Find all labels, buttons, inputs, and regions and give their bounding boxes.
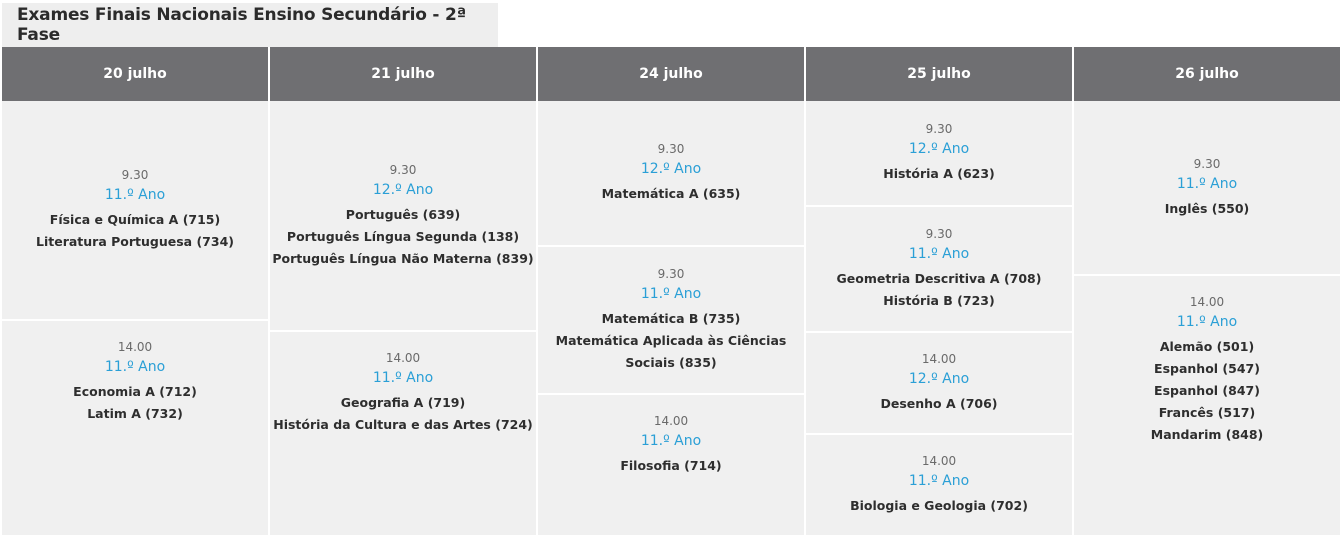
- exam-year: 12.º Ano: [908, 371, 970, 387]
- exam-subject: História B (723): [883, 293, 995, 308]
- day-header: 25 julho: [806, 47, 1072, 101]
- exam-slot: 14.00 12.º Ano Desenho A (706): [806, 331, 1072, 433]
- exam-year: 11.º Ano: [640, 433, 702, 449]
- exam-slot: 9.30 11.º Ano Matemática B (735) Matemát…: [538, 245, 804, 393]
- day-header: 20 julho: [2, 47, 268, 101]
- exam-subject: Espanhol (847): [1154, 383, 1260, 398]
- schedule-title-tab: Exames Finais Nacionais Ensino Secundári…: [2, 3, 498, 47]
- exam-year: 11.º Ano: [104, 359, 166, 375]
- exam-slot: 14.00 11.º Ano Biologia e Geologia (702): [806, 433, 1072, 535]
- exam-slot: 9.30 11.º Ano Física e Química A (715) L…: [2, 101, 268, 319]
- exam-time: 14.00: [921, 454, 957, 468]
- exam-time: 9.30: [925, 227, 953, 241]
- exam-slot: 14.00 11.º Ano Alemão (501) Espanhol (54…: [1074, 274, 1340, 535]
- exam-subject: Alemão (501): [1159, 339, 1255, 354]
- day-header: 21 julho: [270, 47, 536, 101]
- exam-subject: Filosofia (714): [620, 458, 722, 473]
- exam-time: 14.00: [921, 352, 957, 366]
- exam-year: 12.º Ano: [908, 141, 970, 157]
- exam-subject: Português Língua Não Materna (839): [272, 250, 534, 266]
- exam-time: 9.30: [121, 168, 149, 182]
- exam-time: 9.30: [925, 122, 953, 136]
- day-column-24-julho: 24 julho 9.30 12.º Ano Matemática A (635…: [536, 47, 804, 535]
- exam-subject: Economia A (712): [73, 384, 197, 399]
- day-header: 26 julho: [1074, 47, 1340, 101]
- day-slots: 9.30 12.º Ano Português (639) Português …: [270, 101, 536, 535]
- exam-subject: Francês (517): [1158, 405, 1256, 420]
- exam-time: 9.30: [389, 162, 417, 177]
- exam-subject: Literatura Portuguesa (734): [36, 234, 234, 249]
- exam-time: 14.00: [653, 414, 689, 428]
- exam-time: 9.30: [1193, 156, 1221, 171]
- day-slots: 9.30 12.º Ano Matemática A (635) 9.30 11…: [538, 101, 804, 535]
- exam-slot: 9.30 11.º Ano Inglês (550): [1074, 101, 1340, 274]
- exam-time: 9.30: [657, 267, 685, 281]
- day-column-20-julho: 20 julho 9.30 11.º Ano Física e Química …: [2, 47, 268, 535]
- exam-subject: Matemática A (635): [601, 186, 741, 201]
- day-header: 24 julho: [538, 47, 804, 101]
- exam-time: 14.00: [1189, 295, 1225, 309]
- exam-slot: 9.30 11.º Ano Geometria Descritiva A (70…: [806, 205, 1072, 331]
- day-column-25-julho: 25 julho 9.30 12.º Ano História A (623) …: [804, 47, 1072, 535]
- day-column-26-julho: 26 julho 9.30 11.º Ano Inglês (550) 14.0…: [1072, 47, 1340, 535]
- exam-subject: Português Língua Segunda (138): [286, 228, 520, 244]
- exam-slot: 9.30 12.º Ano Matemática A (635): [538, 101, 804, 245]
- exam-slot: 14.00 11.º Ano Geografia A (719) Históri…: [270, 330, 536, 535]
- exam-subject: Matemática B (735): [601, 311, 741, 326]
- exam-subject: Matemática Aplicada às Ciências: [555, 333, 787, 348]
- exam-subject: Geografia A (719): [340, 395, 466, 410]
- exam-year: 11.º Ano: [640, 286, 702, 302]
- day-column-21-julho: 21 julho 9.30 12.º Ano Português (639) P…: [268, 47, 536, 535]
- exam-year: 11.º Ano: [1176, 314, 1238, 330]
- exam-subject: Inglês (550): [1164, 200, 1250, 216]
- exam-subject: História da Cultura e das Artes (724): [273, 417, 533, 432]
- exam-year: 11.º Ano: [104, 187, 166, 203]
- exam-subject: Física e Química A (715): [49, 212, 221, 227]
- day-slots: 9.30 12.º Ano História A (623) 9.30 11.º…: [806, 101, 1072, 535]
- exam-subject: Português (639): [345, 206, 461, 222]
- exam-subject: Sociais (835): [625, 355, 717, 370]
- exam-year: 12.º Ano: [372, 181, 434, 198]
- exam-subject: Biologia e Geologia (702): [850, 498, 1028, 513]
- schedule-grid: 20 julho 9.30 11.º Ano Física e Química …: [2, 47, 1340, 535]
- exam-subject: Desenho A (706): [880, 396, 998, 411]
- exam-year: 11.º Ano: [908, 473, 970, 489]
- exam-year: 11.º Ano: [908, 246, 970, 262]
- day-slots: 9.30 11.º Ano Inglês (550) 14.00 11.º An…: [1074, 101, 1340, 535]
- exam-time: 14.00: [117, 340, 153, 354]
- exam-time: 9.30: [657, 142, 685, 156]
- exam-subject: Mandarim (848): [1150, 427, 1264, 442]
- exam-year: 11.º Ano: [1176, 175, 1238, 192]
- exam-slot: 14.00 11.º Ano Economia A (712) Latim A …: [2, 319, 268, 535]
- exam-year: 12.º Ano: [640, 161, 702, 177]
- exam-time: 14.00: [385, 351, 421, 365]
- schedule-title: Exames Finais Nacionais Ensino Secundári…: [17, 5, 466, 45]
- exam-subject: Geometria Descritiva A (708): [836, 271, 1042, 286]
- day-slots: 9.30 11.º Ano Física e Química A (715) L…: [2, 101, 268, 535]
- exam-slot: 9.30 12.º Ano História A (623): [806, 101, 1072, 205]
- exam-slot: 9.30 12.º Ano Português (639) Português …: [270, 101, 536, 330]
- exam-slot: 14.00 11.º Ano Filosofia (714): [538, 393, 804, 535]
- exam-subject: História A (623): [883, 166, 995, 181]
- exam-year: 11.º Ano: [372, 370, 434, 386]
- exam-subject: Latim A (732): [87, 406, 183, 421]
- exam-subject: Espanhol (547): [1154, 361, 1260, 376]
